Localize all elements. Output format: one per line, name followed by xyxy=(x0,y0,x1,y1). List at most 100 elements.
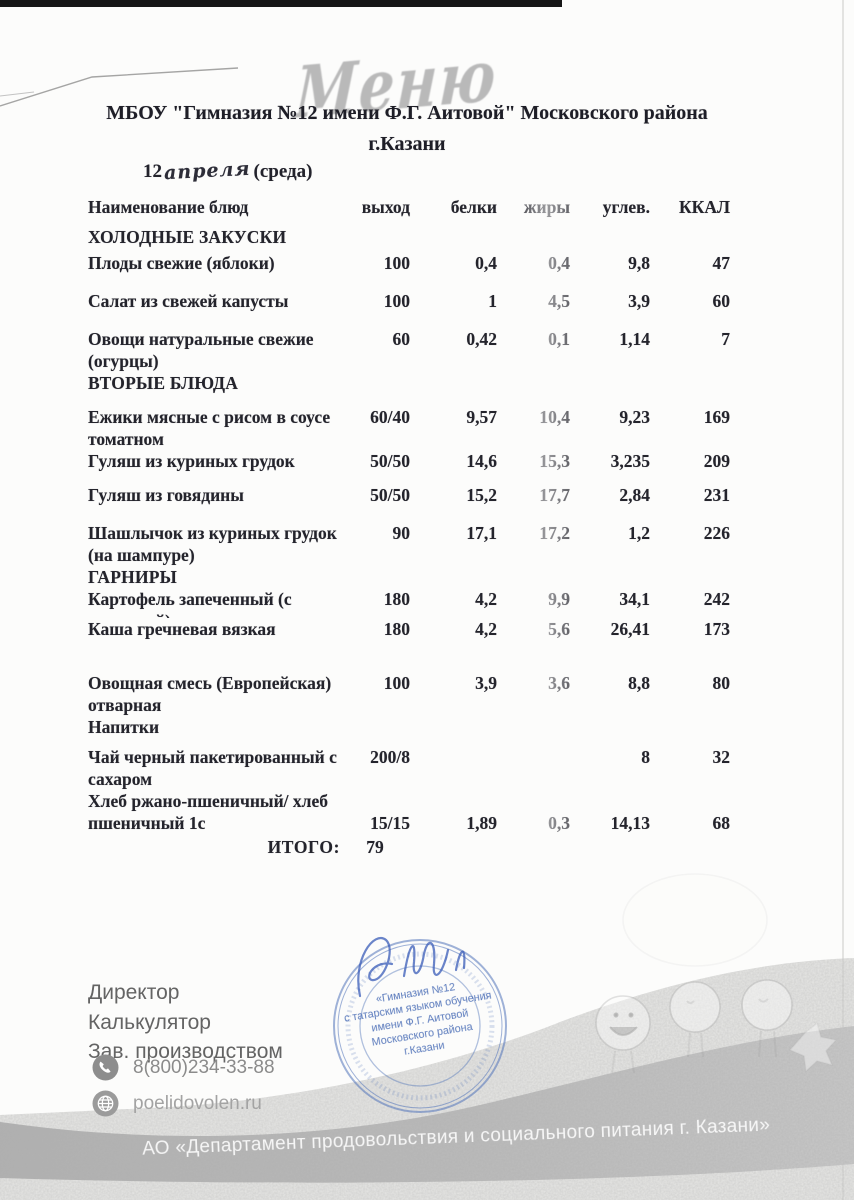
col-header-fat: жиры xyxy=(523,197,570,217)
dish-protein-value: 1 xyxy=(488,291,497,311)
table-row: ГАРНИРЫ xyxy=(88,566,730,588)
col-header-out: выход xyxy=(361,197,410,217)
table-row: Хлеб ржано-пшеничный/ хлеб пшеничный 1с … xyxy=(88,790,730,834)
signature-ink xyxy=(357,937,466,998)
table-row: Гуляш из говядины 50/50 15,2 17,7 2,84 2… xyxy=(88,484,730,506)
dish-name: Овощи натуральные свежие (огурцы) xyxy=(88,329,314,371)
dish-out-value: 60/40 xyxy=(370,407,410,427)
signature-roles: Директор Калькулятор Зав. производством xyxy=(88,978,283,1067)
dish-name: Каша гречневая вязкая xyxy=(88,619,276,639)
dish-fat-value xyxy=(497,716,570,738)
dish-carb-value: 9,8 xyxy=(628,253,650,273)
dish-fat-value xyxy=(497,566,570,588)
menu-date: 12апреля (среда) xyxy=(143,157,313,185)
website-contact: poelidovolen.ru xyxy=(92,1090,262,1117)
dish-fat-value: 9,9 xyxy=(548,589,570,609)
table-row: Чай черный пакетированный с сахаром 200/… xyxy=(88,746,730,790)
dish-fat-value: 0,1 xyxy=(548,329,570,349)
dish-name: Чай черный пакетированный с сахаром xyxy=(88,747,337,789)
dish-fat-value: 4,5 xyxy=(548,291,570,311)
dish-out-value: 180 xyxy=(383,589,410,609)
dish-out-value: 90 xyxy=(392,523,411,543)
website-url: poelidovolen.ru xyxy=(133,1092,262,1114)
dish-protein-value: 0,42 xyxy=(466,329,497,349)
dish-kcal-value: 7 xyxy=(721,329,730,349)
dish-name: ВТОРЫЕ БЛЮДА xyxy=(88,373,239,393)
school-city: г.Казани xyxy=(368,133,446,155)
dish-carb-value: 8,8 xyxy=(628,673,650,693)
dish-carb-value: 1,14 xyxy=(619,329,650,349)
dish-carb-value: 14,13 xyxy=(610,813,650,833)
school-name: МБОУ "Гимназия №12 имени Ф.Г. Аитовой" М… xyxy=(106,102,708,124)
dish-fat-value xyxy=(497,372,570,394)
dish-kcal-value: 169 xyxy=(703,407,730,427)
dish-name: Картофель запеченный (с паприкой) xyxy=(88,589,292,618)
table-row: Шашлычок из куриных грудок (на шампуре) … xyxy=(88,522,730,566)
dish-protein-value: 4,2 xyxy=(475,619,497,639)
col-header-kcal: ККАЛ xyxy=(678,197,730,217)
dish-name: Плоды свежие (яблоки) xyxy=(88,253,275,273)
dish-carb-value xyxy=(570,226,650,248)
role-calculator: Калькулятор xyxy=(88,1010,211,1034)
dish-kcal-value xyxy=(650,226,730,248)
table-row: ИТОГО: 79 xyxy=(88,836,730,858)
dish-out-value: 50/50 xyxy=(370,451,410,471)
dish-kcal-value: 173 xyxy=(703,619,730,639)
table-row: Салат из свежей капусты 100 1 4,5 3,9 60 xyxy=(88,290,730,312)
dish-out-value: 79 xyxy=(366,837,384,857)
dish-fat-value: 17,2 xyxy=(539,523,570,543)
table-header-row: Наименование блюд выход белки жиры углев… xyxy=(88,196,730,218)
dish-carb-value: 3,235 xyxy=(610,451,650,471)
dish-name: ИТОГО: xyxy=(267,837,340,857)
dish-name: Ежики мясные с рисом в соусе томатном xyxy=(88,407,331,449)
dish-kcal-value: 60 xyxy=(712,291,731,311)
dish-kcal-value: 231 xyxy=(703,485,730,505)
dish-name: Гуляш из куриных грудок xyxy=(88,451,295,471)
dish-protein-value: 17,1 xyxy=(466,523,497,543)
date-weekday: (среда) xyxy=(253,161,313,182)
table-row: Овощная смесь (Европейская) отварная 100… xyxy=(88,672,730,716)
dish-kcal-value: 80 xyxy=(712,673,731,693)
col-header-carb: углев. xyxy=(602,197,650,217)
table-row: Напитки xyxy=(88,716,730,738)
dish-fat-value xyxy=(497,746,570,790)
date-month-handwritten: апреля xyxy=(163,157,252,185)
dish-protein-value xyxy=(410,746,497,790)
dish-name: ХОЛОДНЫЕ ЗАКУСКИ xyxy=(88,227,287,247)
dish-protein-value: 14,6 xyxy=(466,451,497,471)
table-row: Гуляш из куриных грудок 50/50 14,6 15,3 … xyxy=(88,450,730,472)
dish-out-value: 100 xyxy=(383,291,410,311)
dish-kcal-value xyxy=(650,372,730,394)
dish-fat-value: 5,6 xyxy=(548,619,570,639)
dish-kcal-value xyxy=(650,716,730,738)
dish-kcal-value: 209 xyxy=(703,451,730,471)
dish-out-value: 100 xyxy=(383,673,410,693)
fold-crease-lines xyxy=(0,67,239,107)
dish-protein-value xyxy=(410,566,497,588)
dish-protein-value xyxy=(410,716,497,738)
phone-contact: 8(800)234-33-88 xyxy=(92,1054,275,1081)
dish-fat-value: 0,3 xyxy=(548,813,570,833)
menu-table: Наименование блюд выход белки жиры углев… xyxy=(88,196,730,874)
dish-out-value xyxy=(340,372,410,394)
dish-protein-value: 9,57 xyxy=(466,407,497,427)
dish-out-value: 100 xyxy=(383,253,410,273)
dish-protein-value xyxy=(410,836,497,858)
dish-out-value: 50/50 xyxy=(370,485,410,505)
dish-fat-value: 0,4 xyxy=(548,253,570,273)
dish-carb-value: 26,41 xyxy=(610,619,650,639)
dish-out-value: 200/8 xyxy=(370,747,410,767)
col-header-protein: белки xyxy=(450,197,497,217)
table-row: Овощи натуральные свежие (огурцы) 60 0,4… xyxy=(88,328,730,372)
dish-name: Гуляш из говядины xyxy=(88,485,244,505)
dish-fat-value: 17,7 xyxy=(539,485,570,505)
phone-icon xyxy=(92,1054,119,1081)
dish-kcal-value xyxy=(650,566,730,588)
dish-carb-value: 8 xyxy=(641,747,650,767)
dish-carb-value: 2,84 xyxy=(619,485,650,505)
table-row: Картофель запеченный (с паприкой) 180 4,… xyxy=(88,588,730,618)
dish-out-value: 15/15 xyxy=(370,813,410,833)
globe-icon xyxy=(92,1090,119,1117)
col-header-name: Наименование блюд xyxy=(88,197,249,217)
